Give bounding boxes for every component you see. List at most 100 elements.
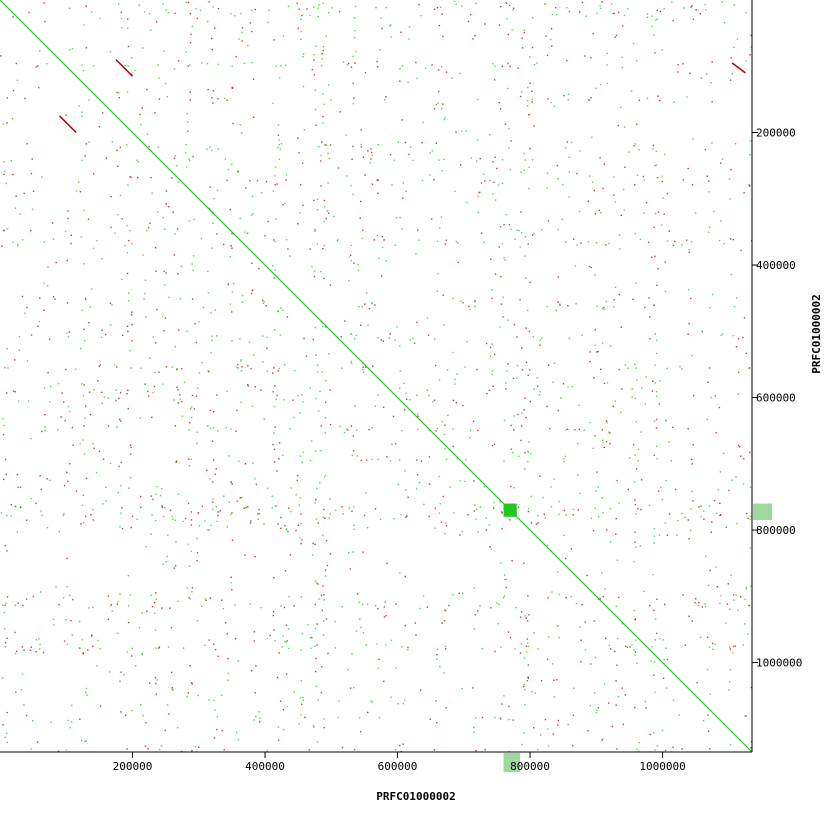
y-tick-label: 1000000 [756,657,802,670]
dot-match [563,458,565,460]
dot-match [441,107,443,110]
dot-match [67,719,69,722]
dot-match [214,473,216,475]
dot-match [65,114,67,116]
dot-match [551,591,553,593]
dot-match [205,599,207,601]
dot-match [362,632,365,634]
dot-match [441,420,443,423]
dot-match [146,88,148,91]
dot-match [557,301,559,303]
dot-match [750,686,752,689]
dot-match [322,46,325,48]
dot-match [587,730,589,732]
dot-match [359,618,361,620]
dot-match [301,14,303,17]
dot-match [595,242,598,244]
dot-match [150,533,152,535]
dot-match [93,447,95,450]
dot-match [510,424,512,427]
dot-match [634,397,636,399]
dot-match [58,530,60,533]
dot-match [99,648,101,650]
dot-match [615,605,617,608]
dot-match [491,297,493,299]
dot-match [178,329,180,331]
dot-match [289,428,291,430]
dot-match [32,190,35,192]
dot-match [385,644,387,646]
dot-match [508,127,510,130]
dot-match [139,417,141,419]
dot-match [381,275,383,277]
dot-match [426,606,428,608]
dot-match [536,62,538,64]
dot-match [735,297,738,299]
dot-match [727,583,729,585]
dot-match [651,646,653,648]
dot-match [137,176,139,179]
dot-match [300,542,302,545]
dot-match [201,605,203,607]
dot-match [621,687,623,689]
dot-match [399,345,401,347]
dot-match [531,691,533,693]
dot-match [656,176,659,179]
dot-match [499,501,501,503]
dot-match [623,209,625,211]
dot-match [209,186,211,188]
dot-match [346,64,348,66]
dot-match [339,425,341,427]
dot-match [442,294,444,296]
dot-match [227,283,229,286]
dot-match [296,2,298,4]
dot-match [579,150,581,152]
dot-match [92,519,95,521]
dot-match [230,582,232,584]
dot-match [288,507,290,509]
dot-match [226,99,228,101]
dot-match [63,401,65,403]
dot-match [282,309,284,311]
dot-match [163,228,166,230]
dot-match [429,152,431,154]
dot-match [454,190,456,192]
dot-match [177,493,180,496]
dot-match [165,203,167,205]
dot-match [705,9,707,11]
dot-match [265,305,267,307]
dot-match [686,239,688,241]
dot-match [323,103,326,106]
dot-match [39,475,41,477]
dot-match [546,187,548,189]
dot-match [79,718,81,720]
dot-match [472,38,474,40]
dot-match [682,63,684,65]
dot-match [655,445,658,448]
dot-match [14,505,17,508]
dot-match [525,277,527,279]
dot-match [435,700,437,702]
dot-match [237,367,239,369]
dot-match [246,232,248,235]
dot-match [503,419,506,422]
dot-match [311,69,314,71]
dot-match [26,360,29,362]
dot-match [604,588,606,590]
dot-match [489,346,492,349]
dot-match [503,595,506,597]
dot-match [743,458,745,460]
dot-match [494,716,496,719]
dot-match [223,495,225,497]
dot-match [360,200,362,203]
dot-match [127,184,129,186]
dot-match [190,550,193,552]
dot-match [748,367,750,370]
dot-match [192,155,194,158]
dot-match [92,509,94,511]
dot-match [174,12,176,15]
dot-match [729,198,731,200]
dot-match [599,83,602,86]
dot-match [300,680,302,682]
dot-match [526,638,528,640]
